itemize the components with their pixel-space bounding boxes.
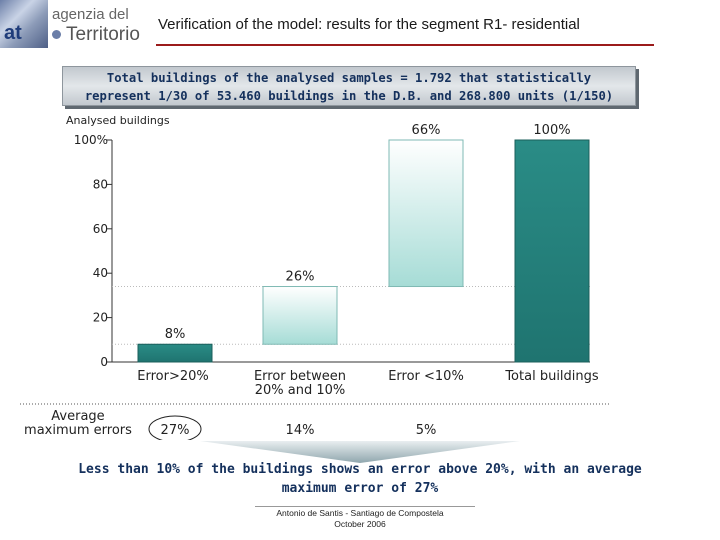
chart-labels: Analysed buildings 100% 80 60 40 20 0 8% 26% 66% 1… (24, 114, 599, 440)
y-tick-label: 0 (100, 355, 108, 369)
conclusion-line-1: Less than 10% of the buildings shows an … (78, 462, 642, 477)
avg-error-1: 14% (286, 423, 315, 438)
conclusion-line-2: maximum error of 27% (281, 481, 439, 496)
slide-title: Verification of the model: results for t… (158, 16, 580, 33)
category-label-1: Error between (254, 369, 346, 384)
logo-dot-icon (52, 30, 61, 39)
category-label-0: Error>20% (137, 369, 208, 384)
data-label-1: 26% (286, 270, 315, 285)
logo-mark: at (4, 22, 22, 44)
banner-line-1: Total buildings of the analysed samples … (106, 71, 592, 85)
summary-banner: Total buildings of the analysed samples … (62, 66, 636, 106)
bar-1 (262, 286, 338, 345)
highlight-circle (148, 415, 202, 440)
data-label-0: 8% (165, 327, 186, 342)
footer-author: Antonio de Santis - Santiago de Composte… (276, 508, 444, 518)
y-tick-label: 100% (74, 133, 108, 147)
bar-2 (388, 139, 464, 288)
down-arrow-icon (200, 441, 520, 463)
bar-3 (514, 139, 590, 363)
logo-image: at (0, 0, 48, 48)
footer-divider (255, 506, 475, 507)
data-label-3: 100% (533, 123, 570, 138)
avg-error-0: 27% (161, 423, 190, 438)
chart-bars (137, 139, 590, 363)
row-label: maximum errors (24, 423, 132, 438)
data-label-2: 66% (412, 123, 441, 138)
category-label-2: Error <10% (388, 369, 464, 384)
y-axis-title: Analysed buildings (66, 114, 170, 127)
agency-logo: at agenzia del Territorio (0, 0, 152, 48)
row-label: Average (51, 409, 104, 424)
y-tick-label: 80 (93, 177, 108, 191)
logo-text-line2: Territorio (66, 24, 140, 45)
banner-line-2: represent 1/30 of 53.460 buildings in th… (84, 89, 614, 103)
logo-text-line1: agenzia del (52, 6, 129, 23)
avg-error-2: 5% (416, 423, 437, 438)
y-tick-label: 40 (93, 266, 108, 280)
category-label-3: Total buildings (504, 369, 599, 384)
conclusion-text: Less than 10% of the buildings shows an … (40, 460, 680, 498)
footer-date: October 2006 (334, 519, 386, 529)
header-divider (156, 44, 654, 46)
y-tick-label: 60 (93, 222, 108, 236)
bar-0 (137, 343, 213, 363)
y-tick-label: 20 (93, 311, 108, 325)
category-label-1: 20% and 10% (255, 383, 346, 398)
footer: Antonio de Santis - Santiago de Composte… (200, 508, 520, 530)
waterfall-chart: Analysed buildings 100% 80 60 40 20 0 8% 26% 66% 1… (20, 114, 610, 440)
